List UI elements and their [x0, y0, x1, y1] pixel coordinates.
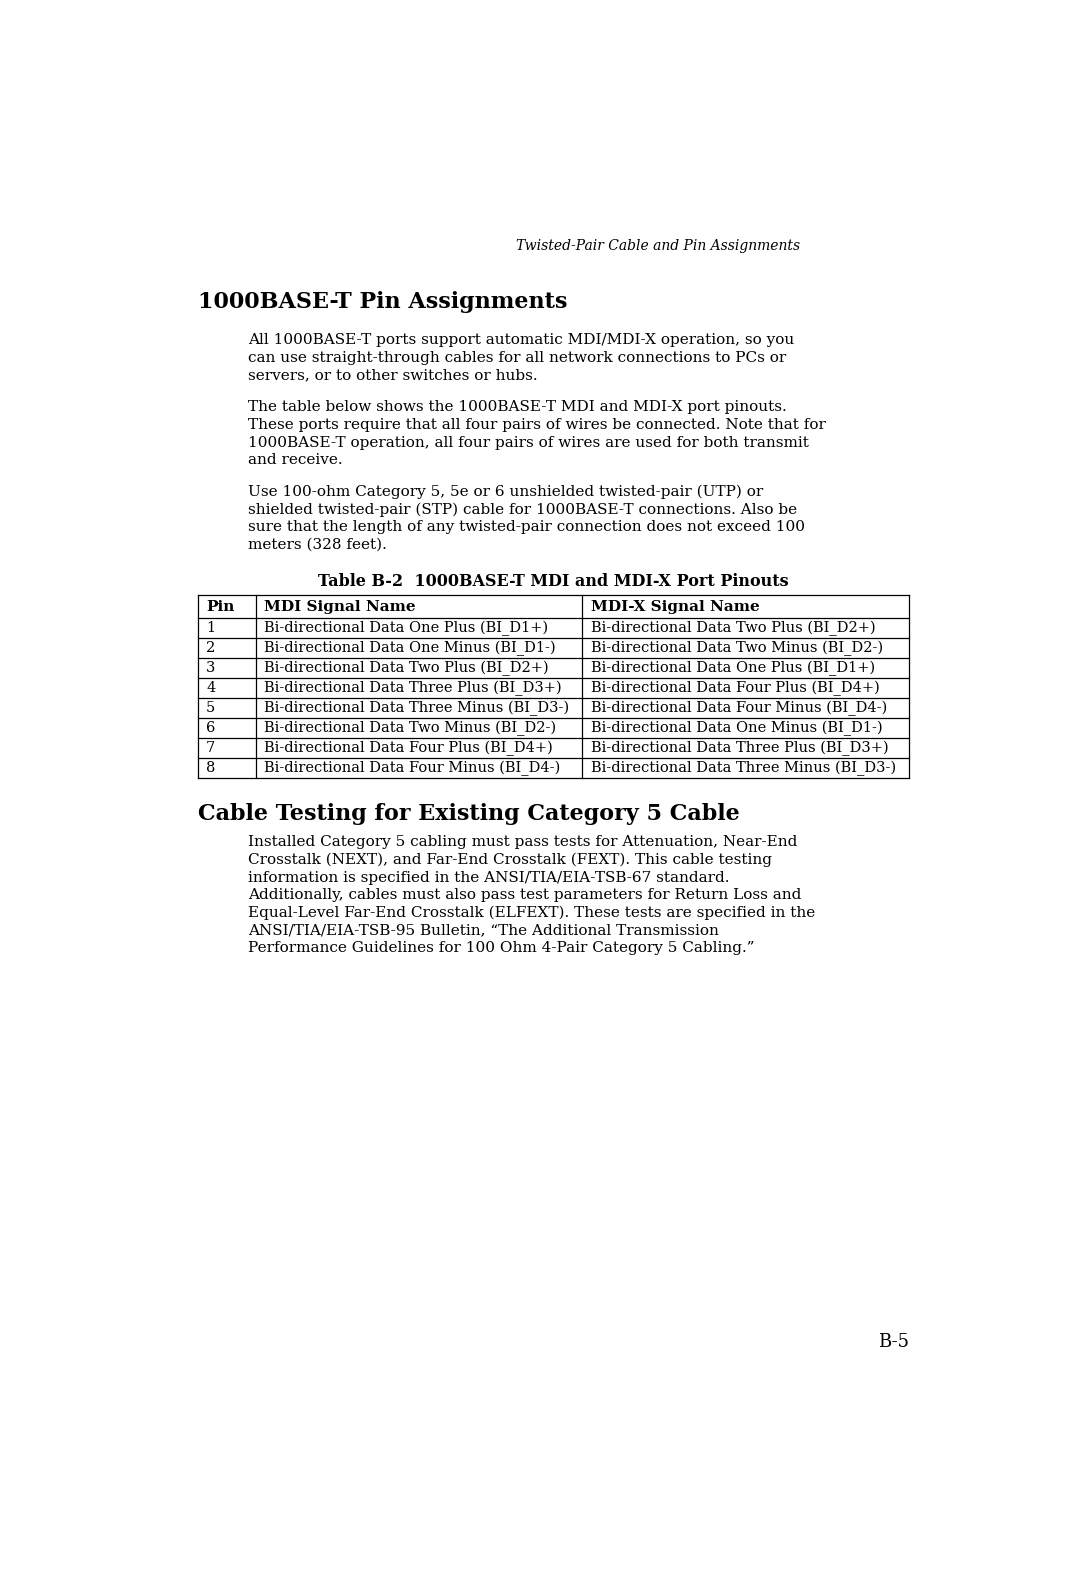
- Text: MDI Signal Name: MDI Signal Name: [265, 600, 416, 614]
- Text: Bi-directional Data Four Minus (BI_D4-): Bi-directional Data Four Minus (BI_D4-): [265, 760, 561, 776]
- Text: 8: 8: [206, 761, 216, 776]
- Text: Bi-directional Data One Minus (BI_D1-): Bi-directional Data One Minus (BI_D1-): [265, 641, 556, 656]
- Text: can use straight-through cables for all network connections to PCs or: can use straight-through cables for all …: [248, 350, 786, 364]
- Text: Bi-directional Data One Minus (BI_D1-): Bi-directional Data One Minus (BI_D1-): [591, 721, 882, 736]
- Text: Equal-Level Far-End Crosstalk (ELFEXT). These tests are specified in the: Equal-Level Far-End Crosstalk (ELFEXT). …: [248, 906, 815, 920]
- Text: Additionally, cables must also pass test parameters for Return Loss and: Additionally, cables must also pass test…: [248, 889, 801, 903]
- Text: 1000BASE-T operation, all four pairs of wires are used for both transmit: 1000BASE-T operation, all four pairs of …: [248, 435, 809, 449]
- Text: Bi-directional Data Two Plus (BI_D2+): Bi-directional Data Two Plus (BI_D2+): [591, 620, 876, 636]
- Text: 3: 3: [206, 661, 216, 675]
- Text: Bi-directional Data Two Minus (BI_D2-): Bi-directional Data Two Minus (BI_D2-): [591, 641, 883, 656]
- Text: B-5: B-5: [878, 1333, 909, 1352]
- Text: Use 100-ohm Category 5, 5e or 6 unshielded twisted-pair (UTP) or: Use 100-ohm Category 5, 5e or 6 unshield…: [248, 485, 764, 499]
- Text: servers, or to other switches or hubs.: servers, or to other switches or hubs.: [248, 369, 538, 383]
- Text: Twisted-Pair Cable and Pin Assignments: Twisted-Pair Cable and Pin Assignments: [516, 239, 800, 253]
- Text: information is specified in the ANSI/TIA/EIA-TSB-67 standard.: information is specified in the ANSI/TIA…: [248, 871, 729, 884]
- Text: and receive.: and receive.: [248, 454, 342, 468]
- Text: Bi-directional Data Two Plus (BI_D2+): Bi-directional Data Two Plus (BI_D2+): [265, 661, 549, 675]
- Text: 6: 6: [206, 721, 216, 735]
- Text: Bi-directional Data Four Plus (BI_D4+): Bi-directional Data Four Plus (BI_D4+): [265, 741, 553, 755]
- Text: The table below shows the 1000BASE-T MDI and MDI-X port pinouts.: The table below shows the 1000BASE-T MDI…: [248, 400, 786, 414]
- Text: sure that the length of any twisted-pair connection does not exceed 100: sure that the length of any twisted-pair…: [248, 520, 805, 534]
- Text: Bi-directional Data One Plus (BI_D1+): Bi-directional Data One Plus (BI_D1+): [591, 661, 875, 675]
- Text: Bi-directional Data Three Plus (BI_D3+): Bi-directional Data Three Plus (BI_D3+): [591, 741, 889, 755]
- Text: 7: 7: [206, 741, 215, 755]
- Text: Bi-directional Data Three Plus (BI_D3+): Bi-directional Data Three Plus (BI_D3+): [265, 680, 562, 696]
- Text: ANSI/TIA/EIA-TSB-95 Bulletin, “The Additional Transmission: ANSI/TIA/EIA-TSB-95 Bulletin, “The Addit…: [248, 923, 719, 937]
- Text: Pin: Pin: [206, 600, 234, 614]
- Text: 1000BASE-T Pin Assignments: 1000BASE-T Pin Assignments: [198, 290, 567, 312]
- Text: 5: 5: [206, 702, 215, 716]
- Text: Crosstalk (NEXT), and Far-End Crosstalk (FEXT). This cable testing: Crosstalk (NEXT), and Far-End Crosstalk …: [248, 853, 772, 867]
- Text: meters (328 feet).: meters (328 feet).: [248, 539, 387, 553]
- Text: shielded twisted-pair (STP) cable for 1000BASE-T connections. Also be: shielded twisted-pair (STP) cable for 10…: [248, 502, 797, 517]
- Text: 4: 4: [206, 681, 215, 696]
- Text: Bi-directional Data One Plus (BI_D1+): Bi-directional Data One Plus (BI_D1+): [265, 620, 549, 636]
- Text: Bi-directional Data Two Minus (BI_D2-): Bi-directional Data Two Minus (BI_D2-): [265, 721, 556, 736]
- Text: Performance Guidelines for 100 Ohm 4-Pair Category 5 Cabling.”: Performance Guidelines for 100 Ohm 4-Pai…: [248, 942, 755, 956]
- Text: Bi-directional Data Four Plus (BI_D4+): Bi-directional Data Four Plus (BI_D4+): [591, 680, 879, 696]
- Text: Cable Testing for Existing Category 5 Cable: Cable Testing for Existing Category 5 Ca…: [198, 802, 740, 824]
- Text: MDI-X Signal Name: MDI-X Signal Name: [591, 600, 759, 614]
- Text: Bi-directional Data Three Minus (BI_D3-): Bi-directional Data Three Minus (BI_D3-): [265, 700, 569, 716]
- Text: All 1000BASE-T ports support automatic MDI/MDI-X operation, so you: All 1000BASE-T ports support automatic M…: [248, 333, 794, 347]
- Text: These ports require that all four pairs of wires be connected. Note that for: These ports require that all four pairs …: [248, 418, 826, 432]
- Text: 1: 1: [206, 622, 215, 636]
- Text: 2: 2: [206, 641, 215, 655]
- Text: Table B-2  1000BASE-T MDI and MDI-X Port Pinouts: Table B-2 1000BASE-T MDI and MDI-X Port …: [319, 573, 788, 590]
- Text: Bi-directional Data Three Minus (BI_D3-): Bi-directional Data Three Minus (BI_D3-): [591, 760, 896, 776]
- Text: Installed Category 5 cabling must pass tests for Attenuation, Near-End: Installed Category 5 cabling must pass t…: [248, 835, 797, 849]
- Text: Bi-directional Data Four Minus (BI_D4-): Bi-directional Data Four Minus (BI_D4-): [591, 700, 887, 716]
